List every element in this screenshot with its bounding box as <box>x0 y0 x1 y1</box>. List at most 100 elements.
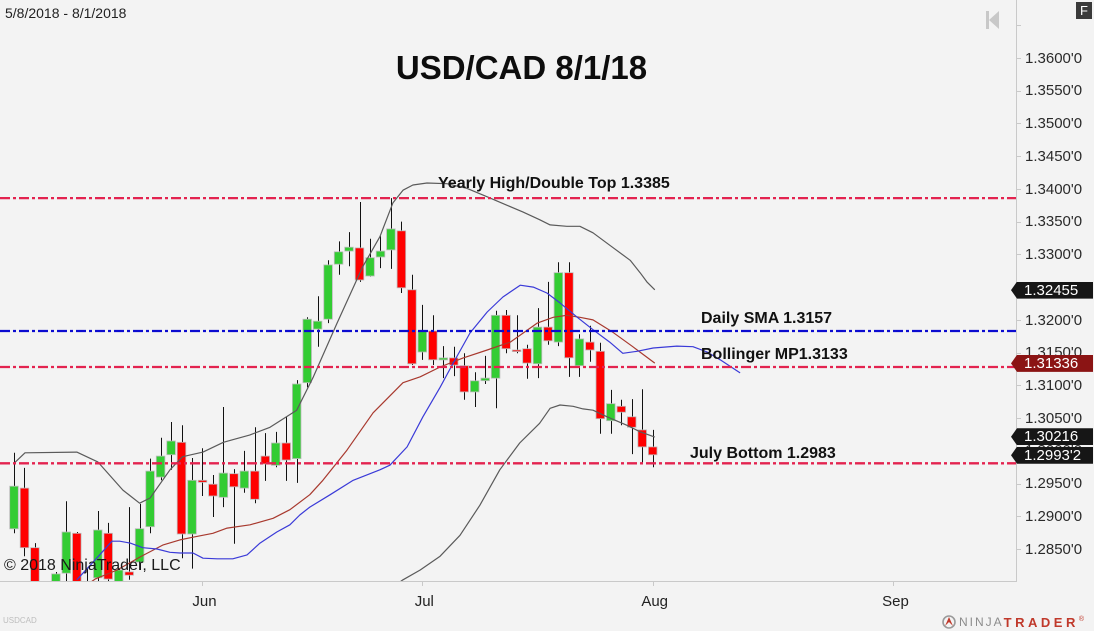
candle-body <box>574 338 585 367</box>
candle-body <box>176 441 187 535</box>
y-axis-tick <box>1016 222 1021 223</box>
candle-body <box>9 485 19 530</box>
price-marker-label: 1.2993'2 <box>1024 446 1082 464</box>
candle-body <box>72 532 82 581</box>
candle-bearish <box>250 427 260 504</box>
candle-body <box>585 341 595 351</box>
y-axis-tick <box>1016 418 1021 419</box>
scroll-to-start-button[interactable] <box>985 10 1001 30</box>
price-marker-upper-bollinger: 1.32455 <box>1011 281 1093 299</box>
candle-bearish <box>396 221 407 294</box>
candle-bullish <box>61 501 72 581</box>
candle-bullish <box>114 568 124 581</box>
x-axis-tick <box>653 582 654 586</box>
candle-body <box>208 483 218 497</box>
candle-bullish <box>365 238 375 277</box>
candle-bearish <box>407 274 417 366</box>
y-axis-tick <box>1016 320 1021 321</box>
candle-body <box>323 264 333 320</box>
candle-bullish <box>291 380 302 483</box>
y-axis-tick <box>1016 189 1021 190</box>
candle-bearish <box>522 344 532 379</box>
bollinger-middle-line <box>91 314 656 581</box>
x-axis-label-aug: Aug <box>641 593 669 610</box>
candle-bullish <box>312 296 323 347</box>
candle-bullish <box>166 422 176 470</box>
ninjatrader-mark-icon <box>942 615 956 629</box>
x-axis-label-sep: Sep <box>882 593 909 610</box>
candle-bearish <box>511 315 522 354</box>
price-marker-label: 1.31336 <box>1024 354 1079 372</box>
candle-bearish <box>208 475 218 517</box>
y-axis-tick <box>1016 484 1021 485</box>
candle-body <box>344 246 354 252</box>
candle-bullish <box>417 304 428 360</box>
candle-body <box>270 442 281 466</box>
y-axis-label: 1.3500'0 <box>1025 115 1083 133</box>
y-axis-label: 1.3550'0 <box>1025 82 1083 100</box>
y-axis-tick <box>1016 25 1021 26</box>
candle-bullish <box>155 437 166 481</box>
candle-bearish <box>19 467 30 557</box>
candle-bullish <box>145 458 155 534</box>
candle-bullish <box>270 431 281 468</box>
copyright-text: © 2018 NinjaTrader, LLC <box>4 557 181 574</box>
candle-body <box>438 357 449 361</box>
candle-body <box>637 429 647 448</box>
annotation-daily-sma: Daily SMA 1.3157 <box>701 310 833 327</box>
candle-bearish <box>30 543 40 581</box>
candle-bearish <box>72 532 82 581</box>
candle-bullish <box>323 260 333 324</box>
candle-bullish <box>438 346 449 379</box>
candle-bearish <box>637 389 647 464</box>
candle-bullish <box>375 236 386 269</box>
candle-body <box>595 350 606 420</box>
chart-title: USD/CAD 8/1/18 <box>395 49 648 86</box>
candle-body <box>281 442 291 461</box>
candle-bearish <box>281 416 291 481</box>
price-marker-middle-bollinger: 1.31336 <box>1011 354 1093 372</box>
candle-body <box>187 479 197 535</box>
price-axis[interactable]: 1.3600'0 1.3550'0 1.3500'0 1.3450'0 1.3400'0… <box>1016 0 1094 582</box>
candle-bearish <box>459 353 469 400</box>
logo-registered-mark: ® <box>1078 616 1085 623</box>
candle-bullish <box>9 452 19 534</box>
y-axis-tick <box>1016 91 1021 92</box>
bollinger-lower-line <box>400 404 656 581</box>
candle-bullish <box>480 355 490 385</box>
candle-body <box>648 446 658 456</box>
candle-body <box>19 487 30 549</box>
x-axis-label-jul: Jul <box>414 593 434 610</box>
candle-bearish <box>564 262 574 377</box>
price-marker-last-price: 1.2993'2 <box>1011 446 1093 464</box>
daily-sma-line <box>76 284 741 581</box>
instrument-watermark: USDCAD <box>3 616 37 625</box>
candle-bearish <box>103 522 113 581</box>
candle-body <box>218 472 229 498</box>
price-marker-lower-bollinger: 1.30216 <box>1011 428 1093 446</box>
f-button[interactable]: F <box>1076 2 1092 19</box>
logo-text-trader: TRADER <box>1003 614 1079 630</box>
y-axis-label: 1.3200'0 <box>1025 311 1083 329</box>
candle-body <box>145 470 155 528</box>
candle-body <box>239 470 250 489</box>
candle-bullish <box>469 372 480 407</box>
candle-bullish <box>606 389 616 434</box>
candle-bullish <box>344 232 354 267</box>
candle-bullish <box>333 241 344 275</box>
price-chart-plot[interactable] <box>0 0 1016 581</box>
y-axis-label: 1.3400'0 <box>1025 180 1083 198</box>
time-axis[interactable]: Jun Jul Aug Sep <box>0 582 1016 612</box>
candle-body <box>553 272 564 343</box>
candle-body <box>260 455 271 465</box>
candle-bullish <box>490 310 501 409</box>
skip-to-start-icon <box>986 11 999 29</box>
candle-body <box>428 330 438 361</box>
logo-text-ninja: NINJA <box>959 615 1004 629</box>
y-axis-tick <box>1016 549 1021 550</box>
candle-body <box>480 377 490 382</box>
y-axis-tick <box>1016 254 1021 255</box>
y-axis-label: 1.2900'0 <box>1025 507 1083 525</box>
candle-body <box>229 473 239 488</box>
candle-body <box>291 383 302 459</box>
